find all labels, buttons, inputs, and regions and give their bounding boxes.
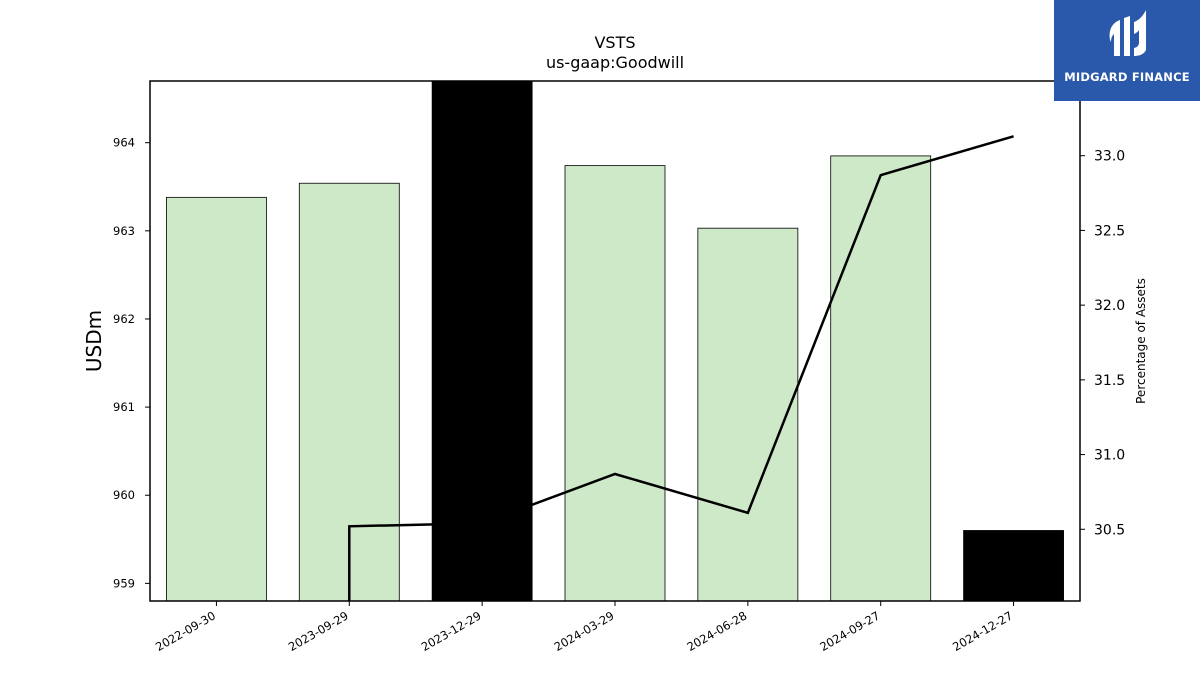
bar-2024-12-27	[963, 530, 1064, 602]
bar-2022-09-30	[166, 196, 267, 602]
y2-tick-label: 31.0	[1094, 448, 1125, 464]
x-tick-label: 2023-12-29	[419, 608, 484, 654]
x-tick-label: 2024-03-29	[552, 608, 617, 654]
x-tick-label: 2024-12-27	[950, 608, 1015, 654]
y2-tick-label: 32.5	[1094, 223, 1125, 239]
brand-logo: MIDGARD FINANCE	[1054, 0, 1200, 101]
bar-2024-09-27	[830, 155, 932, 602]
y-axis-left: 959 960 961 962 963 964	[113, 136, 150, 590]
y-tick-label: 960	[113, 488, 135, 502]
y2-tick-label: 32.0	[1094, 298, 1125, 314]
y-tick-label: 961	[113, 400, 135, 414]
y-tick-label: 962	[113, 312, 135, 326]
x-tick-label: 2024-06-28	[684, 608, 749, 654]
y-tick-label: 963	[113, 224, 135, 238]
percentage-line	[348, 135, 1014, 601]
brand-name: MIDGARD FINANCE	[1064, 70, 1190, 84]
x-axis: 2022-09-30 2023-09-29 2023-12-29 2024-03-29…	[153, 601, 1015, 654]
y-axis-label: USDm	[82, 310, 106, 372]
bar-2023-12-29	[431, 80, 533, 602]
y2-tick-label: 31.5	[1094, 373, 1125, 389]
logo-mark-icon	[1109, 10, 1146, 56]
bar-2024-06-28	[697, 227, 799, 602]
y-tick-label: 959	[113, 576, 135, 590]
y2-tick-label: 30.5	[1094, 522, 1125, 538]
chart-subtitle: us-gaap:Goodwill	[546, 53, 684, 72]
x-tick-label: 2023-09-29	[286, 608, 351, 654]
chart-title: VSTS	[594, 33, 635, 52]
x-tick-label: 2024-09-27	[817, 608, 882, 654]
bar-series	[166, 80, 1064, 602]
y2-axis-label: Percentage of Assets	[1134, 278, 1148, 404]
y-axis-right: 30.5 31.0 31.5 32.0 32.5 33.0	[1080, 149, 1125, 538]
y2-tick-label: 33.0	[1094, 149, 1125, 165]
bar-2024-03-29	[564, 165, 666, 602]
x-tick-label: 2022-09-30	[153, 608, 218, 654]
y-tick-label: 964	[113, 136, 135, 150]
line-series-layer	[348, 135, 1014, 601]
